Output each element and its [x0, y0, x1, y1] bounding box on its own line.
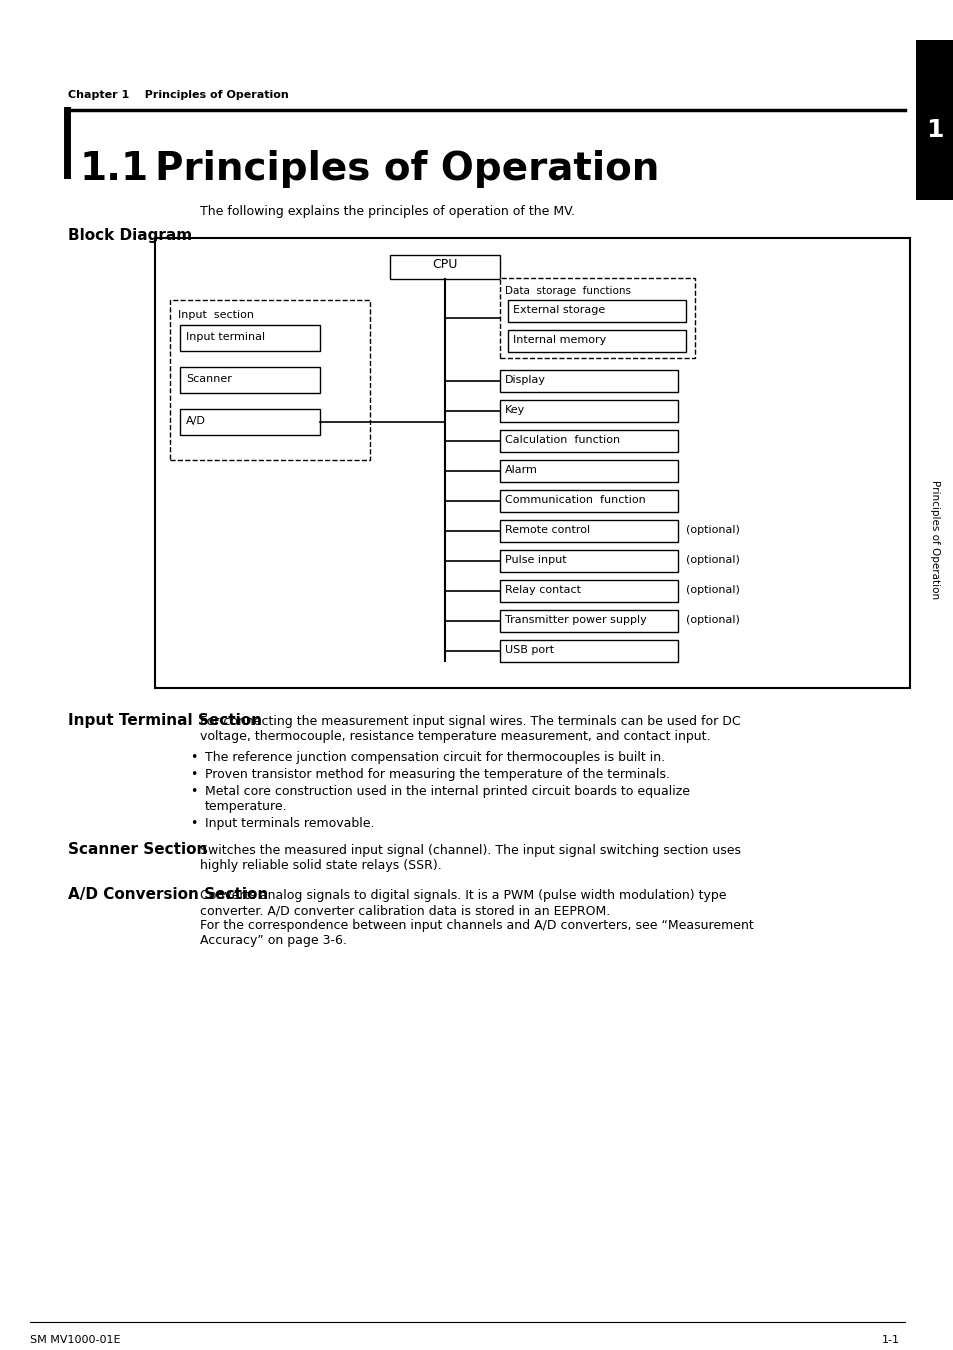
Text: The reference junction compensation circuit for thermocouples is built in.: The reference junction compensation circ… — [205, 751, 664, 764]
Text: SM MV1000-01E: SM MV1000-01E — [30, 1335, 120, 1345]
Bar — [499, 580, 678, 602]
Text: •: • — [190, 784, 197, 798]
Text: (optional): (optional) — [685, 555, 740, 566]
Bar — [915, 40, 953, 200]
Text: Pulse input: Pulse input — [504, 555, 566, 566]
Text: •: • — [190, 751, 197, 764]
Bar — [499, 610, 678, 632]
Bar — [154, 238, 909, 688]
Text: Principles of Operation: Principles of Operation — [929, 481, 939, 599]
Bar — [499, 460, 678, 482]
Bar — [507, 300, 685, 323]
Bar — [507, 329, 685, 352]
Text: A/D Conversion Section: A/D Conversion Section — [68, 887, 268, 902]
Text: Remote control: Remote control — [504, 525, 590, 535]
Text: 1.1: 1.1 — [80, 150, 149, 188]
Bar — [499, 549, 678, 572]
Bar — [499, 370, 678, 392]
Text: Alarm: Alarm — [504, 464, 537, 475]
Text: 1-1: 1-1 — [882, 1335, 899, 1345]
Text: Input terminal: Input terminal — [186, 332, 265, 342]
Text: Principles of Operation: Principles of Operation — [154, 150, 659, 188]
Text: Key: Key — [504, 405, 525, 414]
Text: Data  storage  functions: Data storage functions — [504, 286, 630, 296]
Text: 1: 1 — [925, 117, 943, 142]
Text: Input  section: Input section — [178, 310, 253, 320]
Text: Internal memory: Internal memory — [513, 335, 605, 346]
Bar — [499, 431, 678, 452]
Text: Converts analog signals to digital signals. It is a PWM (pulse width modulation): Converts analog signals to digital signa… — [200, 890, 753, 946]
Text: (optional): (optional) — [685, 585, 740, 595]
Text: Metal core construction used in the internal printed circuit boards to equalize
: Metal core construction used in the inte… — [205, 784, 689, 813]
Text: (optional): (optional) — [685, 525, 740, 535]
Bar — [180, 409, 319, 435]
Text: Proven transistor method for measuring the temperature of the terminals.: Proven transistor method for measuring t… — [205, 768, 669, 782]
Text: A/D: A/D — [186, 416, 206, 427]
Bar — [499, 400, 678, 423]
Bar — [390, 255, 499, 279]
Bar — [499, 640, 678, 662]
Bar — [180, 325, 319, 351]
Text: (optional): (optional) — [685, 616, 740, 625]
Text: •: • — [190, 768, 197, 782]
Text: Chapter 1    Principles of Operation: Chapter 1 Principles of Operation — [68, 90, 289, 100]
Text: Input Terminal Section: Input Terminal Section — [68, 713, 262, 728]
Text: Scanner Section: Scanner Section — [68, 842, 207, 857]
Bar — [499, 278, 695, 358]
Text: Communication  function: Communication function — [504, 495, 645, 505]
Text: Calculation  function: Calculation function — [504, 435, 619, 446]
Bar — [499, 490, 678, 512]
Bar — [180, 367, 319, 393]
Text: External storage: External storage — [513, 305, 604, 315]
Text: USB port: USB port — [504, 645, 554, 655]
Text: Relay contact: Relay contact — [504, 585, 580, 595]
Text: For connecting the measurement input signal wires. The terminals can be used for: For connecting the measurement input sig… — [200, 716, 740, 742]
Text: Scanner: Scanner — [186, 374, 232, 383]
Bar — [170, 300, 370, 460]
Bar — [499, 520, 678, 541]
Text: Input terminals removable.: Input terminals removable. — [205, 817, 375, 830]
Text: Switches the measured input signal (channel). The input signal switching section: Switches the measured input signal (chan… — [200, 844, 740, 872]
Text: Display: Display — [504, 375, 545, 385]
Text: Transmitter power supply: Transmitter power supply — [504, 616, 646, 625]
Text: •: • — [190, 817, 197, 830]
Text: The following explains the principles of operation of the MV.: The following explains the principles of… — [200, 205, 575, 217]
Text: Block Diagram: Block Diagram — [68, 228, 192, 243]
Text: CPU: CPU — [432, 258, 457, 271]
